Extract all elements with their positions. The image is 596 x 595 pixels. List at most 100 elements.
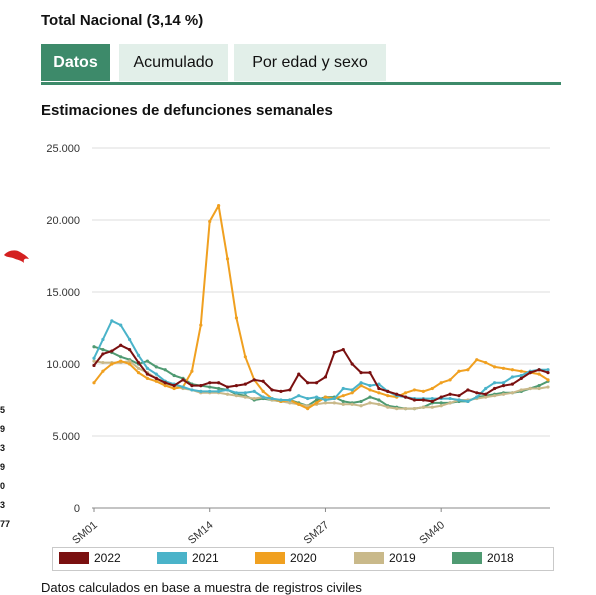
data-point [110,319,114,323]
data-point [439,395,443,399]
data-point [92,345,96,349]
legend-item-2019[interactable]: 2019 [354,551,434,567]
data-point [306,381,310,385]
tab-por-edad-y-sexo[interactable]: Por edad y sexo [234,44,386,81]
data-point [528,386,532,391]
data-point [270,388,274,392]
data-point [395,407,399,411]
y-tick-label: 20.000 [46,215,80,227]
data-point [475,391,479,395]
data-point [119,355,123,359]
series-line-2021 [93,319,548,403]
data-point [412,388,417,392]
data-point [430,405,434,409]
legend-swatch [59,552,89,564]
data-point [457,398,461,402]
data-point [128,337,132,342]
data-point [350,362,354,366]
legend-label: 2022 [94,551,121,565]
data-point [297,402,301,406]
data-point [484,392,488,396]
data-point [439,401,443,405]
legend-item-2022[interactable]: 2022 [59,551,139,567]
data-point [145,359,150,363]
data-point [537,368,541,372]
data-point [110,349,114,353]
data-point [243,382,247,386]
data-point [546,378,550,382]
legend-item-2020[interactable]: 2020 [255,551,335,567]
data-point [546,371,550,375]
data-point [136,360,141,365]
tab-acumulado[interactable]: Acumulado [119,44,228,81]
data-point [412,398,417,402]
data-point [466,388,470,392]
data-point [110,362,114,366]
data-point [92,359,96,363]
legend-item-2018[interactable]: 2018 [452,551,532,567]
data-point [341,399,345,404]
data-point [297,394,301,398]
data-point [190,384,194,388]
data-point [92,381,96,385]
data-point [341,386,345,391]
left-edge-digit: 3 [0,443,6,453]
legend-swatch [354,552,384,564]
data-point [484,386,488,391]
data-point [359,399,363,404]
data-point [501,384,506,388]
left-edge-digit: 5 [0,405,6,415]
bird-icon [4,250,29,263]
data-point [484,360,488,365]
left-edge-digit: 77 [0,519,11,529]
data-point [181,385,185,389]
x-tick-label: SM27 [302,519,332,545]
data-point [457,369,461,373]
data-point [243,355,247,359]
series-line-2022 [93,344,549,403]
legend-label: 2018 [487,551,514,565]
data-point [288,398,292,402]
data-point [172,386,176,391]
data-point [466,399,470,404]
data-point [261,395,265,399]
data-point [368,401,372,405]
data-point [439,381,443,385]
data-point [199,323,203,327]
legend-swatch [255,552,285,564]
data-point [377,398,381,402]
data-point [368,395,372,399]
legend-label: 2021 [192,551,219,565]
data-point [368,371,372,375]
data-point [163,381,167,385]
data-point [314,381,319,385]
data-point [208,389,212,393]
data-point [154,365,158,369]
data-point [288,388,292,392]
data-point [377,386,381,391]
data-point [359,404,363,408]
tab-datos[interactable]: Datos [41,44,110,81]
data-point [323,401,328,405]
data-point [243,395,247,399]
data-point [386,394,390,398]
left-edge-digit: 9 [0,462,6,472]
legend-item-2021[interactable]: 2021 [157,551,237,567]
y-tick-label: 0 [74,503,80,515]
data-point [537,372,541,376]
data-point [314,398,319,402]
data-point [350,402,354,406]
data-point [403,407,408,411]
data-point [448,401,452,405]
data-point [395,392,399,396]
chart-legend: 2022 2021 2020 2019 2018 [52,547,554,571]
data-point [377,402,381,406]
left-edge-digit: 9 [0,424,6,434]
data-point [492,386,497,391]
data-point [225,392,230,396]
data-point [421,398,425,402]
data-point [128,348,132,352]
data-point [145,376,150,380]
data-point [448,396,452,401]
data-point [439,404,443,408]
